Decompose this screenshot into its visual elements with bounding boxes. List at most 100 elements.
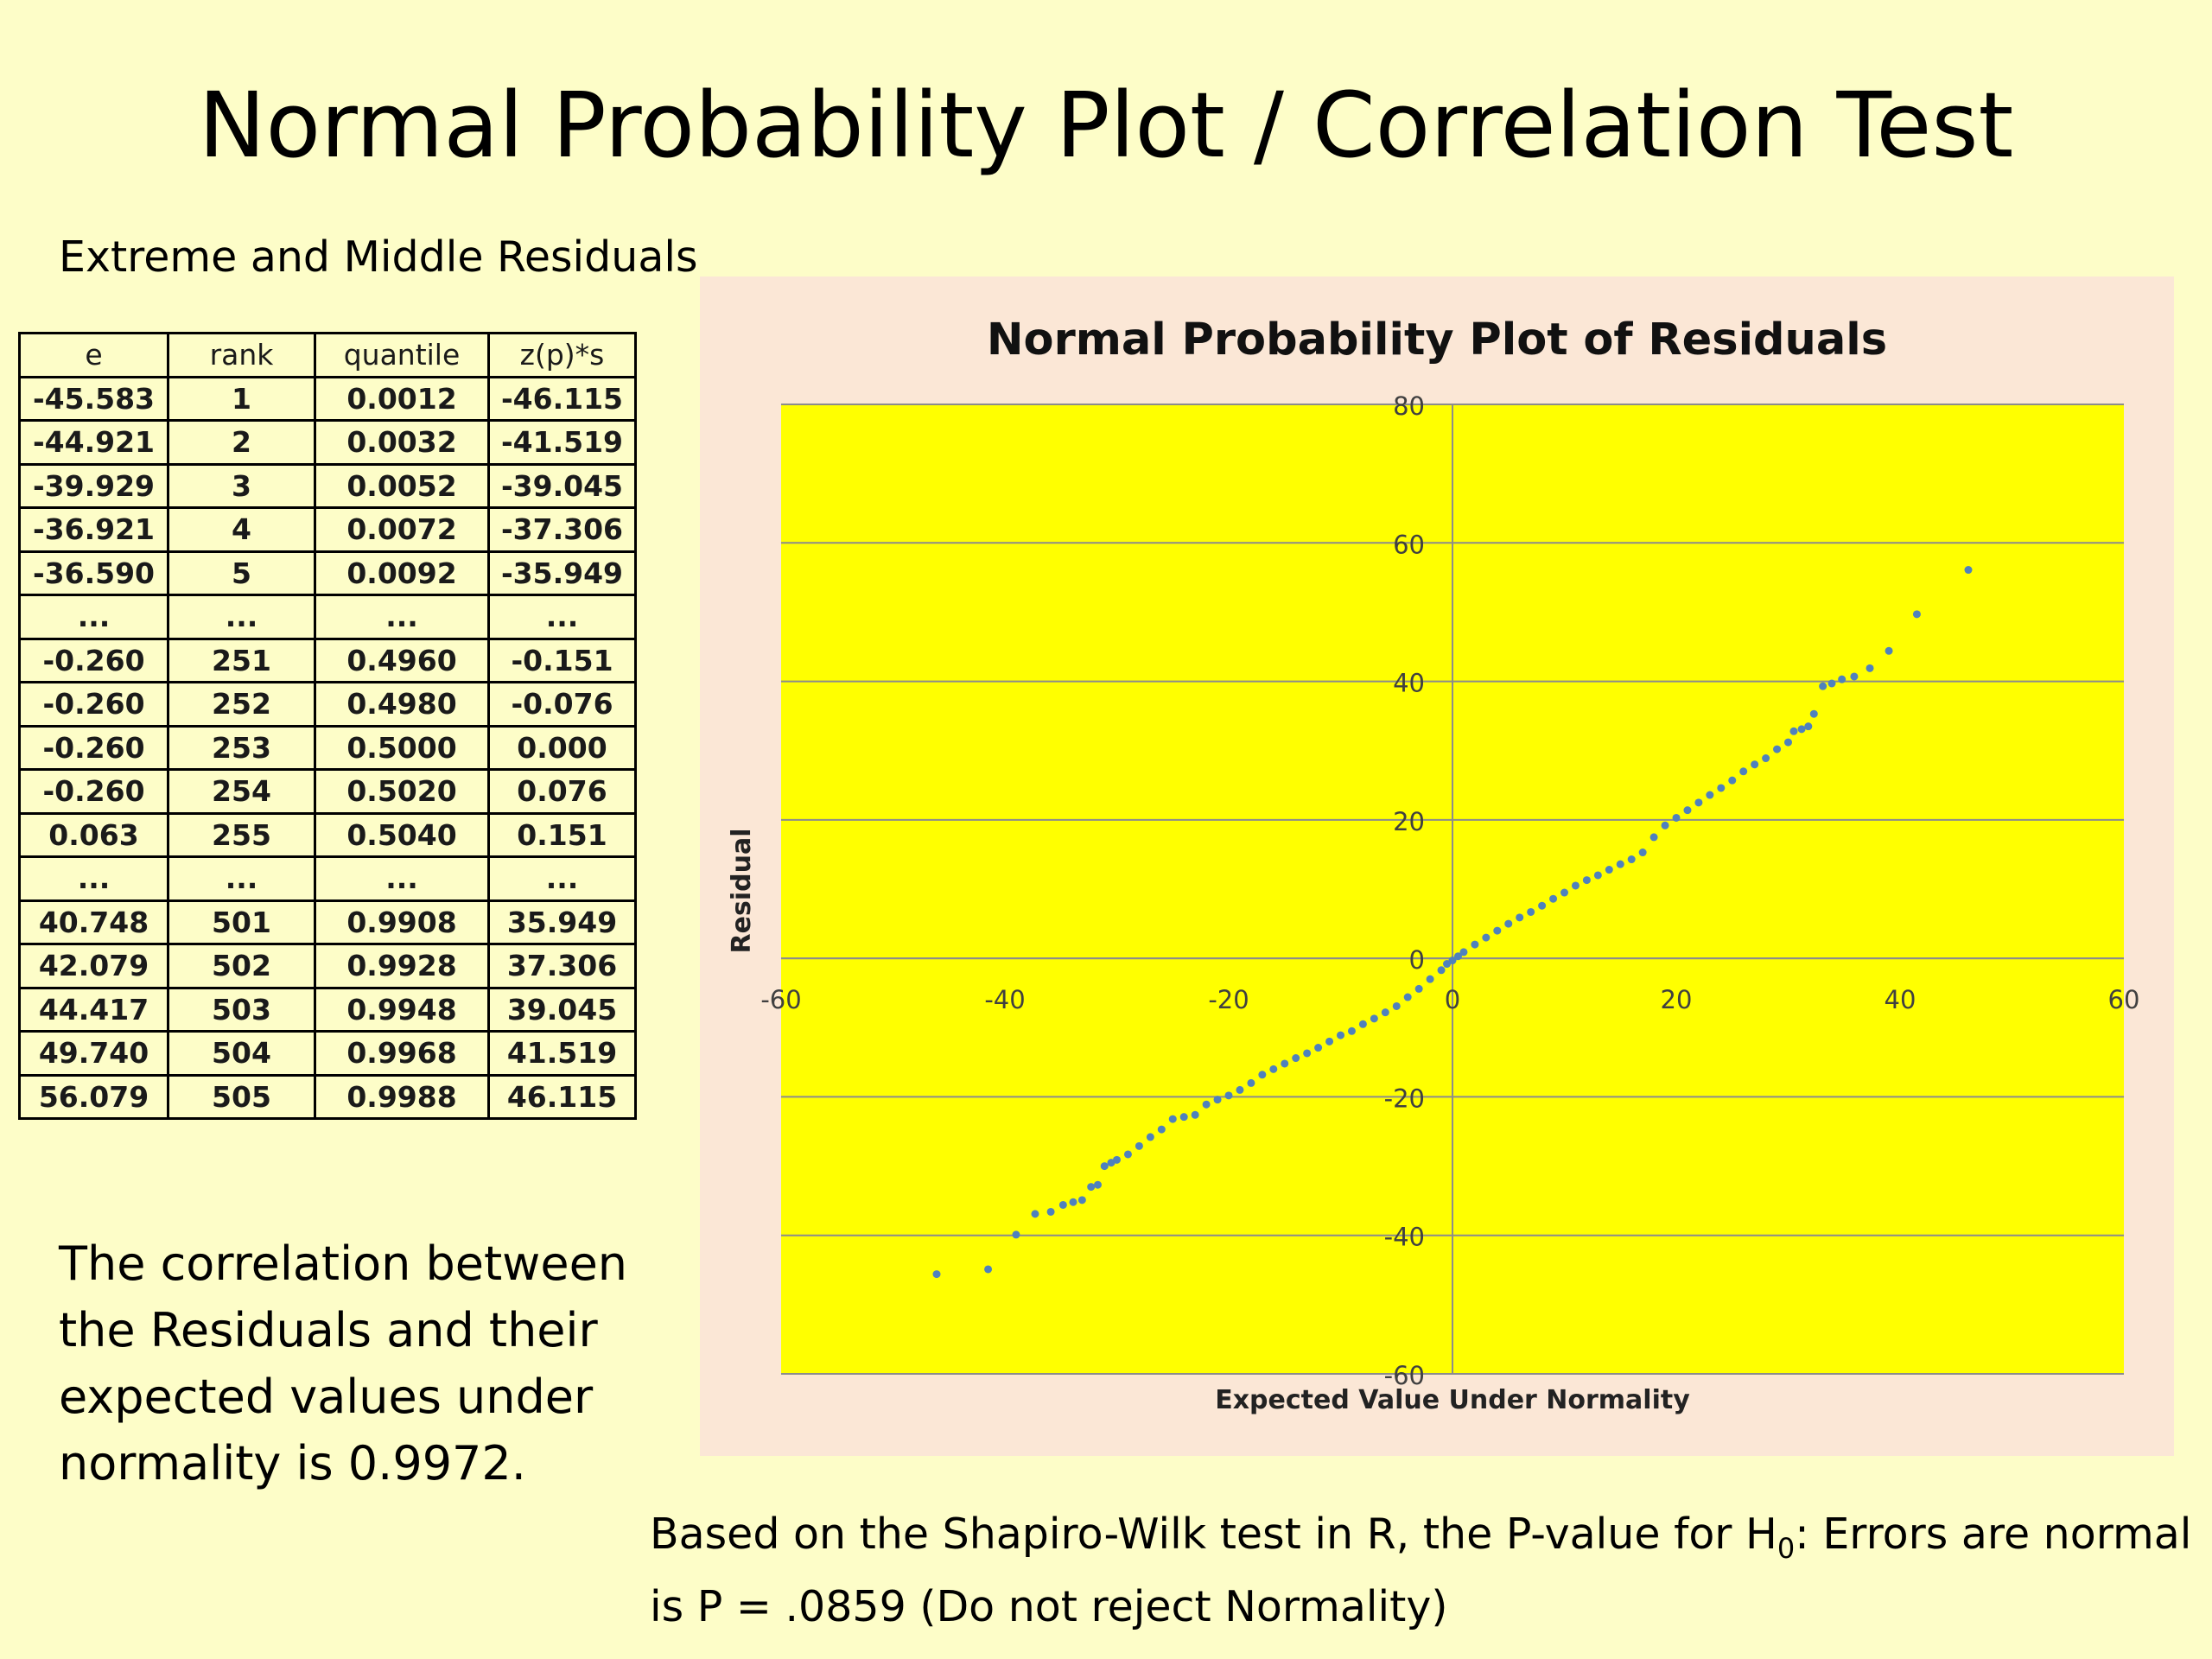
table-row: -44.921 2 0.0032 -41.519 [18,419,637,466]
table-row: -36.921 4 0.0072 -37.306 [18,506,637,553]
y-tick-label: 40 [1393,669,1425,698]
data-point [1638,849,1647,857]
table-row: 49.740 504 0.9968 41.519 [18,1030,637,1077]
y-tick-label: 60 [1393,530,1425,559]
table-cell: 1 [167,375,316,422]
table-row: ............ [18,594,637,640]
data-point [1789,727,1798,735]
table-cell: 0.0032 [314,419,490,466]
table-cell: -37.306 [487,506,637,553]
data-point [1443,960,1452,969]
table-row: 44.417 503 0.9948 39.045 [18,986,637,1033]
data-point [1077,1196,1086,1205]
table-cell: 3 [167,462,316,509]
data-point [1527,907,1535,916]
table-cell: -39.045 [487,462,637,509]
data-point [1325,1037,1334,1046]
table-cell: -0.076 [487,681,637,728]
data-point [1838,675,1847,683]
table-cell: 46.115 [487,1073,637,1120]
data-point [1314,1044,1323,1052]
data-point [1179,1113,1188,1122]
table-row: -0.260 252 0.4980 -0.076 [18,681,637,728]
table-cell: -0.151 [487,637,637,683]
table-cell: 0.0092 [314,550,490,596]
table-cell: 0.9908 [314,899,490,945]
data-point [1100,1162,1109,1171]
table-cell: 0.9948 [314,986,490,1033]
table-cell: ... [167,855,316,902]
table-row: -0.260 254 0.5020 0.076 [18,768,637,815]
data-point [1593,871,1602,880]
table-cell: ... [487,855,637,902]
data-point [1661,821,1669,830]
data-point [1224,1091,1233,1100]
table-cell: -35.949 [487,550,637,596]
data-point [1426,975,1434,983]
table-cell: 0.151 [487,811,637,858]
data-point [1683,806,1692,815]
table-cell: 49.740 [18,1030,169,1077]
table-row: -45.583 1 0.0012 -46.115 [18,375,637,422]
correlation-text: The correlation between the Residuals an… [59,1236,628,1491]
table-cell: 0.000 [487,724,637,771]
data-point [1247,1078,1255,1087]
table-cell: 37.306 [487,943,637,989]
data-point [1649,833,1658,842]
table-cell: -0.260 [18,681,169,728]
data-point [1347,1027,1356,1035]
x-tick-label: 40 [1885,985,1916,1014]
table-cell: 502 [167,943,316,989]
data-point [1827,679,1836,688]
slide-title: Normal Probability Plot / Correlation Te… [198,73,2014,178]
data-point [1504,919,1513,928]
data-point [1453,952,1462,961]
data-point [1202,1100,1211,1109]
table-cell: 0.9928 [314,943,490,989]
table-row: 42.079 502 0.9928 37.306 [18,943,637,989]
shapiro-wilk-note: Based on the Shapiro-Wilk test in R, the… [650,1505,2196,1637]
x-tick-label: 20 [1661,985,1693,1014]
y-tick-label: -20 [1384,1084,1425,1113]
data-point [1448,957,1457,965]
data-point [1809,709,1818,718]
data-point [1292,1054,1300,1063]
table-cell: 0.063 [18,811,169,858]
table-cell: 41.519 [487,1030,637,1077]
data-point [1627,855,1636,864]
x-axis-title: Expected Value Under Normality [1215,1385,1690,1415]
table-cell: 39.045 [487,986,637,1033]
data-point [1571,881,1580,890]
data-point [1912,610,1921,619]
table-row: ............ [18,855,637,902]
table-cell: 0.4960 [314,637,490,683]
table-cell: -46.115 [487,375,637,422]
table-body: -45.583 1 0.0012 -46.115 -44.921 2 0.0032 -41.5… [18,375,637,1120]
column-header-zps: z(p)*s [487,332,637,378]
data-point [1482,933,1491,942]
table-cell: 0.5020 [314,768,490,815]
data-point [1538,901,1547,910]
data-point [1694,798,1703,807]
data-point [1582,876,1591,885]
data-point [1885,646,1893,655]
table-cell: 0.076 [487,768,637,815]
data-point [1762,754,1770,763]
table-cell: 5 [167,550,316,596]
footer-text-start: Based on the Shapiro-Wilk test in R, the… [650,1510,1777,1559]
data-point [1866,664,1874,672]
table-cell: 253 [167,724,316,771]
table-cell: 0.0012 [314,375,490,422]
x-tick-label: -20 [1208,985,1249,1014]
data-point [1850,672,1859,681]
table-cell: 2 [167,419,316,466]
data-point [1281,1059,1289,1068]
table-cell: 251 [167,637,316,683]
chart-panel: -60 -40 -20 0 20 40 60 80 -60 -40 -20 0 20 40 60 Normal… [700,276,2174,1456]
table-cell: -41.519 [487,419,637,466]
table-row: -0.260 253 0.5000 0.000 [18,724,637,771]
data-point [1739,767,1748,776]
data-point [1058,1200,1067,1209]
data-point [1135,1141,1143,1150]
table-cell: 35.949 [487,899,637,945]
